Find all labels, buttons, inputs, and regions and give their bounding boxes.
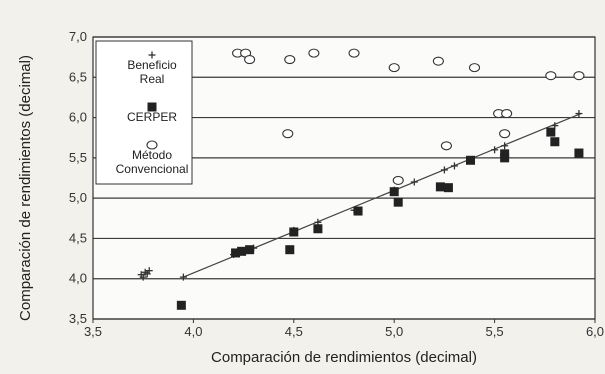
data-point-plus [575,110,583,118]
data-point-square [574,148,584,158]
legend-label: Beneficio [127,58,177,72]
data-point-circle [284,55,296,65]
legend-box [95,40,193,185]
data-point-square [443,183,453,193]
y-tick-label: 4,0 [69,271,87,286]
data-point-square [466,155,476,165]
data-point-square [285,245,295,255]
data-point-circle [392,175,404,185]
data-point-circle [282,129,294,139]
x-tick-label: 3,5 [84,324,102,339]
data-point-circle [468,63,481,73]
y-tick-label: 4,5 [69,230,87,245]
x-tick-label: 6,0 [586,324,604,339]
data-point-square [500,153,510,163]
data-point-plus [440,166,448,174]
data-point-plus [410,178,418,186]
data-point-square [245,245,255,255]
data-point-circle [501,108,513,119]
legend-label: Real [140,72,165,86]
data-point-plus [450,162,458,170]
x-tick-label: 5,0 [385,324,403,339]
data-point-square [393,197,403,207]
legend-label: Convencional [116,162,189,176]
data-point-circle [348,48,360,58]
data-point-circle [545,71,557,81]
data-point-plus [179,273,187,281]
data-point-square [237,246,247,256]
data-point-square [176,300,186,310]
data-point-square [289,227,299,237]
x-tick-label: 5,5 [486,324,504,339]
axes: 3,5 4,0 4,5 5,0 5,5 6,0 6,5 7,0 3,5 4,0 4,5 5,0 5,5 6… [69,29,604,339]
y-tick-label: 6,5 [69,69,87,84]
data-point-circle [388,63,400,73]
data-point-square [353,206,363,216]
data-point-square [389,187,399,197]
legend-marker-plus [148,51,156,59]
y-axis-title: Comparación de rendimientos (decimal) [17,55,34,321]
y-tick-label: 6,0 [69,110,87,125]
y-tick-label: 5,5 [69,150,87,165]
data-point-square [550,137,560,147]
x-tick-label: 4,0 [184,324,202,339]
data-point-plus [143,270,151,278]
data-point-circle [573,71,585,81]
plot-frame [92,36,596,320]
data-point-circle [244,55,256,65]
data-point-square [313,224,323,234]
x-tick-label: 4,5 [285,324,303,339]
y-tick-label: 3,5 [69,311,87,326]
legend-marker-circle [146,140,158,150]
data-point-square [546,127,556,137]
legend-marker-square [147,102,157,112]
data-point-circle [308,48,320,58]
data-point-circle [440,141,452,151]
data-points [137,48,585,310]
y-tick-label: 5,0 [69,190,87,205]
legend-label: CERPER [127,110,177,124]
data-point-square [435,182,445,192]
data-point-circle [499,129,511,139]
legend-label: Método [132,148,172,162]
data-point-circle [432,56,444,66]
data-point-plus [501,142,509,150]
data-point-plus [491,146,499,154]
data-point-square [231,248,241,258]
data-point-plus [139,273,147,281]
y-tick-label: 7,0 [69,29,87,44]
x-axis-title: Comparación de rendimientos (decimal) [211,349,477,366]
